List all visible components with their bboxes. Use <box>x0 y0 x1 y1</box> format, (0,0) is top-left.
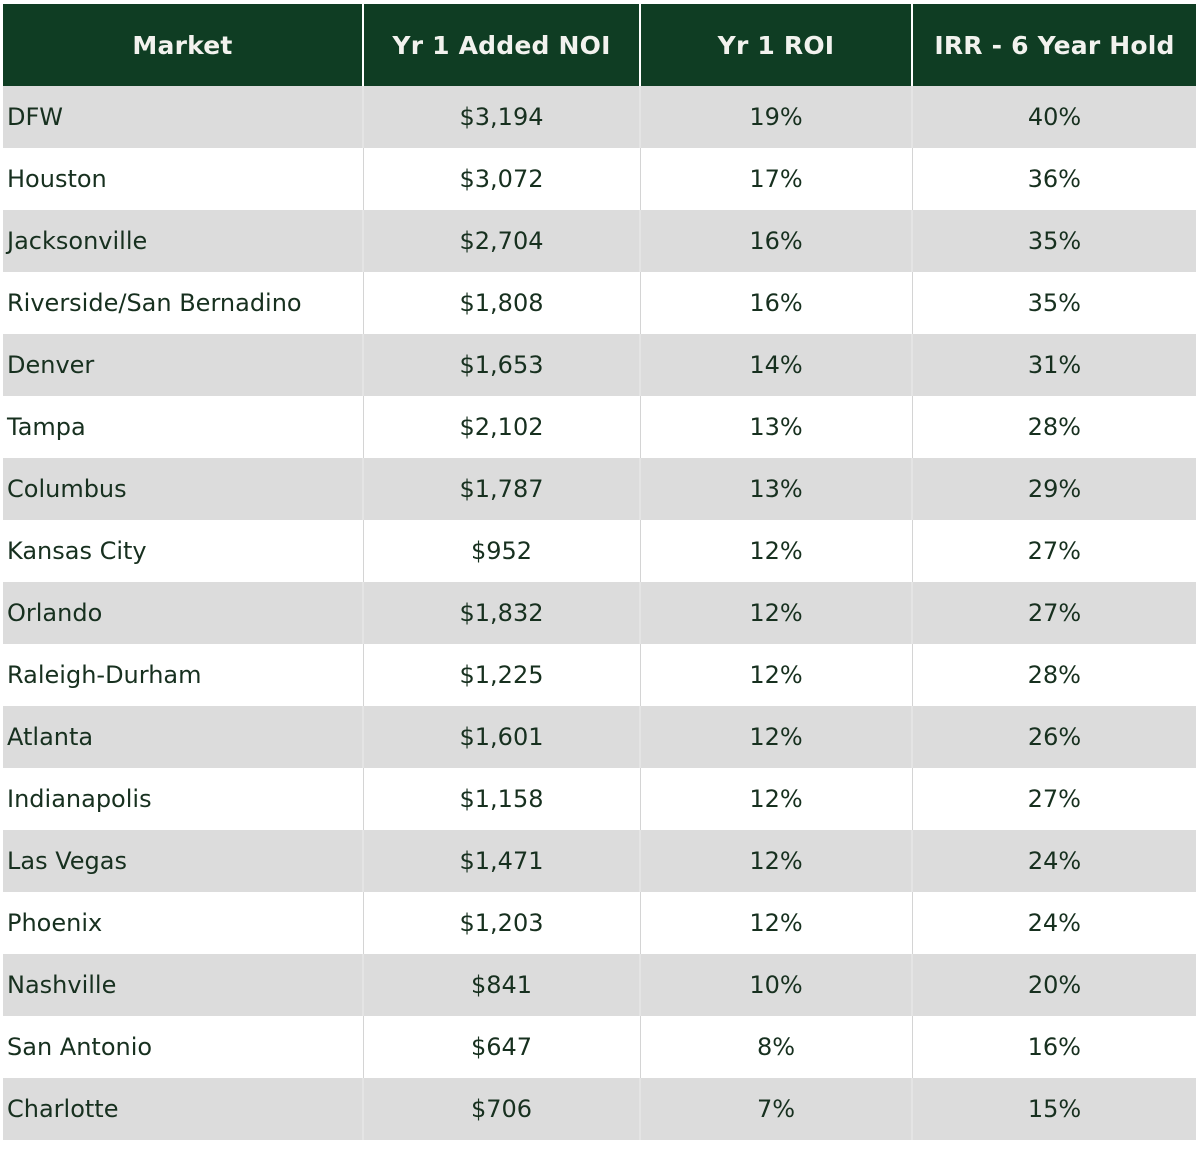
irr-cell: 35% <box>912 210 1196 272</box>
added-noi-cell: $1,203 <box>363 892 641 954</box>
roi-cell: 12% <box>640 768 913 830</box>
added-noi-cell: $1,787 <box>363 458 641 520</box>
added-noi-cell: $1,158 <box>363 768 641 830</box>
roi-cell: 12% <box>640 582 913 644</box>
roi-cell: 13% <box>640 396 913 458</box>
added-noi-cell: $1,808 <box>363 272 641 334</box>
market-cell: Columbus <box>3 458 364 520</box>
table-row: Las Vegas $1,471 12% 24% <box>3 830 1196 892</box>
added-noi-cell: $1,471 <box>363 830 641 892</box>
table-row: Atlanta $1,601 12% 26% <box>3 706 1196 768</box>
irr-cell: 36% <box>912 148 1196 210</box>
added-noi-cell: $706 <box>363 1078 641 1140</box>
market-cell: Tampa <box>3 396 364 458</box>
market-cell: DFW <box>3 86 364 148</box>
table-row: Indianapolis $1,158 12% 27% <box>3 768 1196 830</box>
header-yr1-roi: Yr 1 ROI <box>640 4 913 86</box>
roi-cell: 8% <box>640 1016 913 1078</box>
header-yr1-added-noi: Yr 1 Added NOI <box>363 4 641 86</box>
roi-cell: 16% <box>640 272 913 334</box>
roi-cell: 12% <box>640 830 913 892</box>
market-cell: Kansas City <box>3 520 364 582</box>
irr-cell: 20% <box>912 954 1196 1016</box>
market-cell: Nashville <box>3 954 364 1016</box>
table-row: Columbus $1,787 13% 29% <box>3 458 1196 520</box>
market-cell: Charlotte <box>3 1078 364 1140</box>
irr-cell: 27% <box>912 520 1196 582</box>
irr-cell: 31% <box>912 334 1196 396</box>
irr-cell: 28% <box>912 396 1196 458</box>
table-row: Phoenix $1,203 12% 24% <box>3 892 1196 954</box>
header-market: Market <box>3 4 364 86</box>
market-cell: Riverside/San Bernadino <box>3 272 364 334</box>
header-row: Market Yr 1 Added NOI Yr 1 ROI IRR - 6 Y… <box>3 4 1196 86</box>
market-cell: Denver <box>3 334 364 396</box>
added-noi-cell: $3,072 <box>363 148 641 210</box>
irr-cell: 24% <box>912 830 1196 892</box>
roi-cell: 12% <box>640 644 913 706</box>
market-cell: Las Vegas <box>3 830 364 892</box>
table-row: DFW $3,194 19% 40% <box>3 86 1196 148</box>
added-noi-cell: $841 <box>363 954 641 1016</box>
irr-cell: 24% <box>912 892 1196 954</box>
roi-cell: 19% <box>640 86 913 148</box>
market-cell: Phoenix <box>3 892 364 954</box>
roi-cell: 12% <box>640 892 913 954</box>
roi-cell: 12% <box>640 520 913 582</box>
added-noi-cell: $647 <box>363 1016 641 1078</box>
added-noi-cell: $1,225 <box>363 644 641 706</box>
table-row: Charlotte $706 7% 15% <box>3 1078 1196 1140</box>
header-irr-6-year-hold: IRR - 6 Year Hold <box>912 4 1196 86</box>
market-returns-table: Market Yr 1 Added NOI Yr 1 ROI IRR - 6 Y… <box>3 4 1196 1140</box>
roi-cell: 10% <box>640 954 913 1016</box>
roi-cell: 17% <box>640 148 913 210</box>
added-noi-cell: $1,653 <box>363 334 641 396</box>
added-noi-cell: $1,832 <box>363 582 641 644</box>
roi-cell: 16% <box>640 210 913 272</box>
market-cell: San Antonio <box>3 1016 364 1078</box>
table-row: Riverside/San Bernadino $1,808 16% 35% <box>3 272 1196 334</box>
market-cell: Atlanta <box>3 706 364 768</box>
irr-cell: 35% <box>912 272 1196 334</box>
irr-cell: 27% <box>912 582 1196 644</box>
table-row: Jacksonville $2,704 16% 35% <box>3 210 1196 272</box>
added-noi-cell: $2,102 <box>363 396 641 458</box>
table-row: Houston $3,072 17% 36% <box>3 148 1196 210</box>
roi-cell: 7% <box>640 1078 913 1140</box>
table-row: San Antonio $647 8% 16% <box>3 1016 1196 1078</box>
roi-cell: 12% <box>640 706 913 768</box>
table-body: DFW $3,194 19% 40% Houston $3,072 17% 36% Jackso… <box>3 86 1196 1140</box>
added-noi-cell: $2,704 <box>363 210 641 272</box>
table-row: Denver $1,653 14% 31% <box>3 334 1196 396</box>
market-cell: Jacksonville <box>3 210 364 272</box>
irr-cell: 16% <box>912 1016 1196 1078</box>
market-cell: Orlando <box>3 582 364 644</box>
irr-cell: 40% <box>912 86 1196 148</box>
irr-cell: 28% <box>912 644 1196 706</box>
irr-cell: 26% <box>912 706 1196 768</box>
table-row: Raleigh-Durham $1,225 12% 28% <box>3 644 1196 706</box>
table-header: Market Yr 1 Added NOI Yr 1 ROI IRR - 6 Y… <box>3 4 1196 86</box>
market-cell: Indianapolis <box>3 768 364 830</box>
market-cell: Raleigh-Durham <box>3 644 364 706</box>
table-row: Tampa $2,102 13% 28% <box>3 396 1196 458</box>
market-cell: Houston <box>3 148 364 210</box>
added-noi-cell: $952 <box>363 520 641 582</box>
irr-cell: 15% <box>912 1078 1196 1140</box>
roi-cell: 14% <box>640 334 913 396</box>
added-noi-cell: $3,194 <box>363 86 641 148</box>
table-row: Kansas City $952 12% 27% <box>3 520 1196 582</box>
irr-cell: 29% <box>912 458 1196 520</box>
table-row: Nashville $841 10% 20% <box>3 954 1196 1016</box>
irr-cell: 27% <box>912 768 1196 830</box>
roi-cell: 13% <box>640 458 913 520</box>
table-row: Orlando $1,832 12% 27% <box>3 582 1196 644</box>
added-noi-cell: $1,601 <box>363 706 641 768</box>
